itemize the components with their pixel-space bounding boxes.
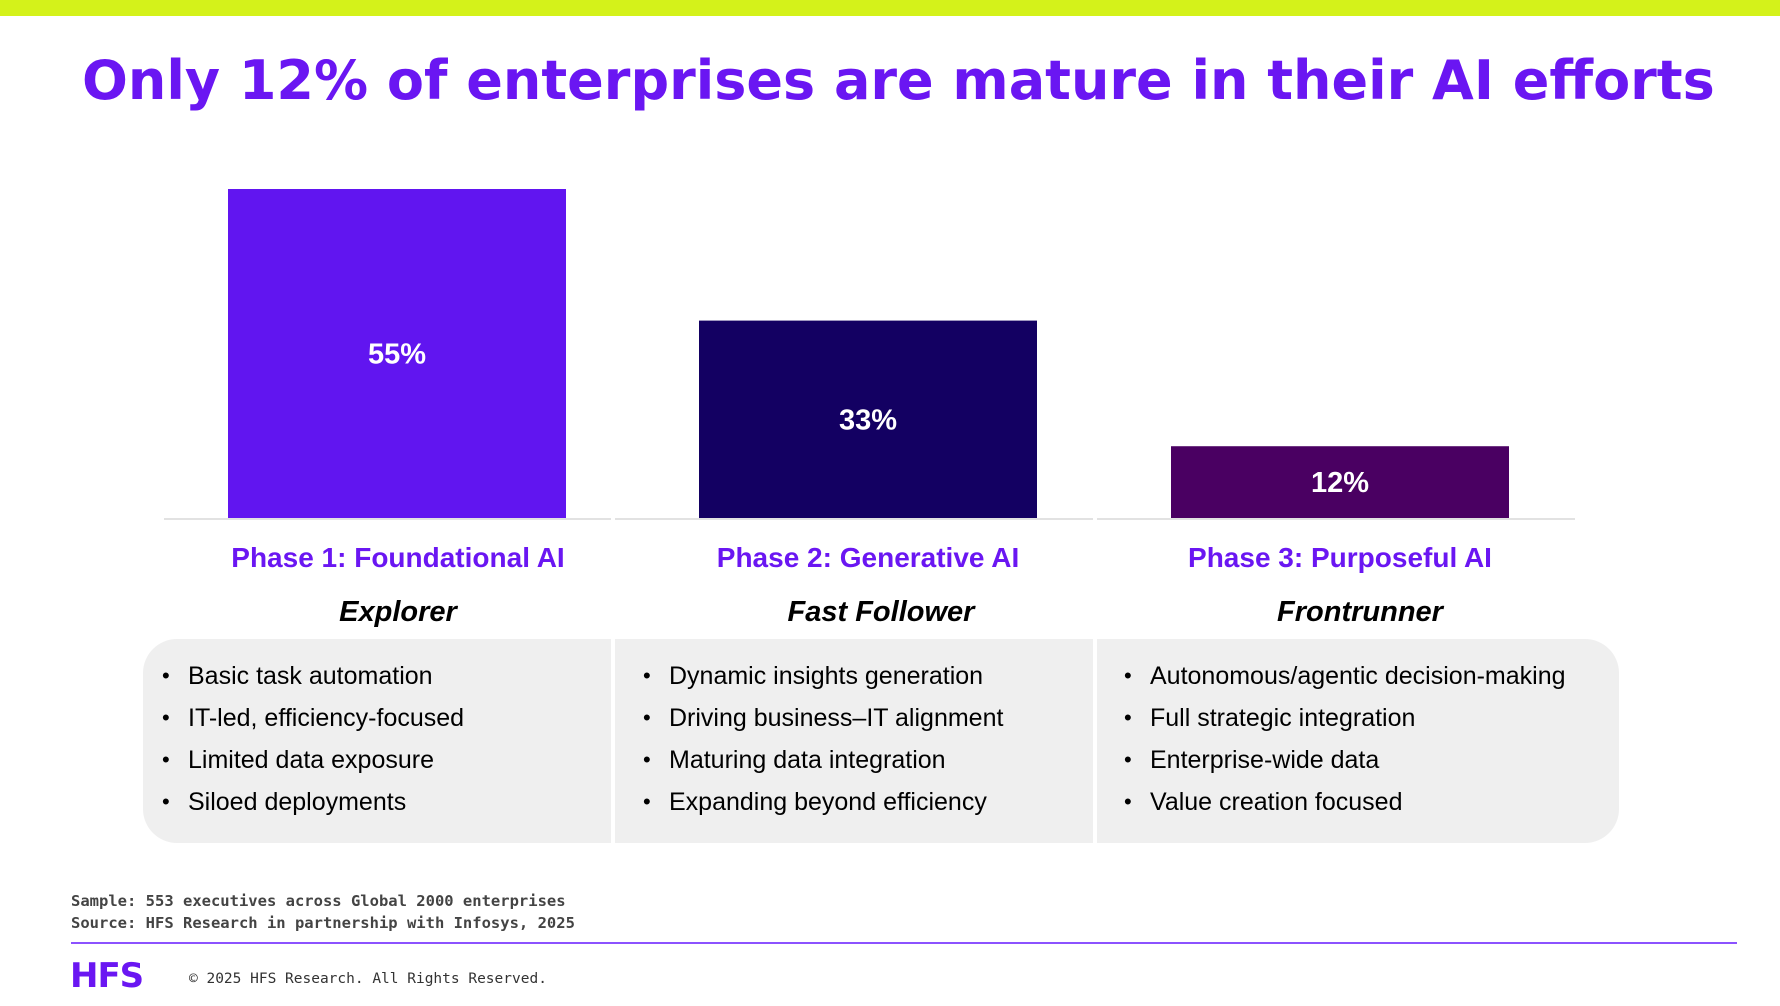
phase-3-label: Phase 3: Purposeful AI	[1188, 542, 1492, 573]
list-item: Value creation focused	[1124, 781, 1594, 823]
list-item: Dynamic insights generation	[643, 655, 1113, 697]
bar-value-label-1: 55%	[368, 339, 426, 371]
list-item: Limited data exposure	[162, 739, 632, 781]
list-item: Maturing data integration	[643, 739, 1113, 781]
phase-2-bullets: Dynamic insights generation Driving busi…	[643, 655, 1113, 823]
source-footnote: Source: HFS Research in partnership with…	[71, 914, 575, 932]
list-item: Autonomous/agentic decision-making	[1124, 655, 1594, 697]
bar-phase-1	[228, 189, 566, 518]
list-item: Full strategic integration	[1124, 697, 1594, 739]
footer-rule	[71, 942, 1737, 944]
copyright-text: © 2025 HFS Research. All Rights Reserved…	[189, 971, 547, 987]
sample-footnote: Sample: 553 executives across Global 200…	[71, 892, 566, 910]
phase-3-bullets: Autonomous/agentic decision-making Full …	[1124, 655, 1594, 823]
list-item: Expanding beyond efficiency	[643, 781, 1113, 823]
bar-chart: 55% 33% 12%	[164, 189, 1575, 520]
column-divider	[1093, 636, 1097, 846]
list-item: Driving business–IT alignment	[643, 697, 1113, 739]
hfs-logo: HFS	[70, 956, 144, 996]
phase-1-persona: Explorer	[339, 596, 457, 628]
bar-phase-3	[1171, 446, 1509, 518]
bar-phase-2	[699, 320, 1037, 518]
list-item: Siloed deployments	[162, 781, 632, 823]
list-item: Basic task automation	[162, 655, 632, 697]
list-item: IT-led, efficiency-focused	[162, 697, 632, 739]
list-item: Enterprise-wide data	[1124, 739, 1594, 781]
slide-title: Only 12% of enterprises are mature in th…	[82, 49, 1715, 112]
phase-2-persona: Fast Follower	[787, 596, 975, 628]
phase-3-persona: Frontrunner	[1277, 596, 1443, 628]
bar-value-label-2: 33%	[839, 404, 897, 436]
phase-2-label: Phase 2: Generative AI	[716, 542, 1020, 573]
top-accent-bar	[0, 0, 1780, 16]
bar-value-label-3: 12%	[1311, 467, 1369, 499]
phase-1-label: Phase 1: Foundational AI	[231, 542, 565, 573]
column-divider	[611, 636, 615, 846]
phase-1-bullets: Basic task automation IT-led, efficiency…	[162, 655, 632, 823]
